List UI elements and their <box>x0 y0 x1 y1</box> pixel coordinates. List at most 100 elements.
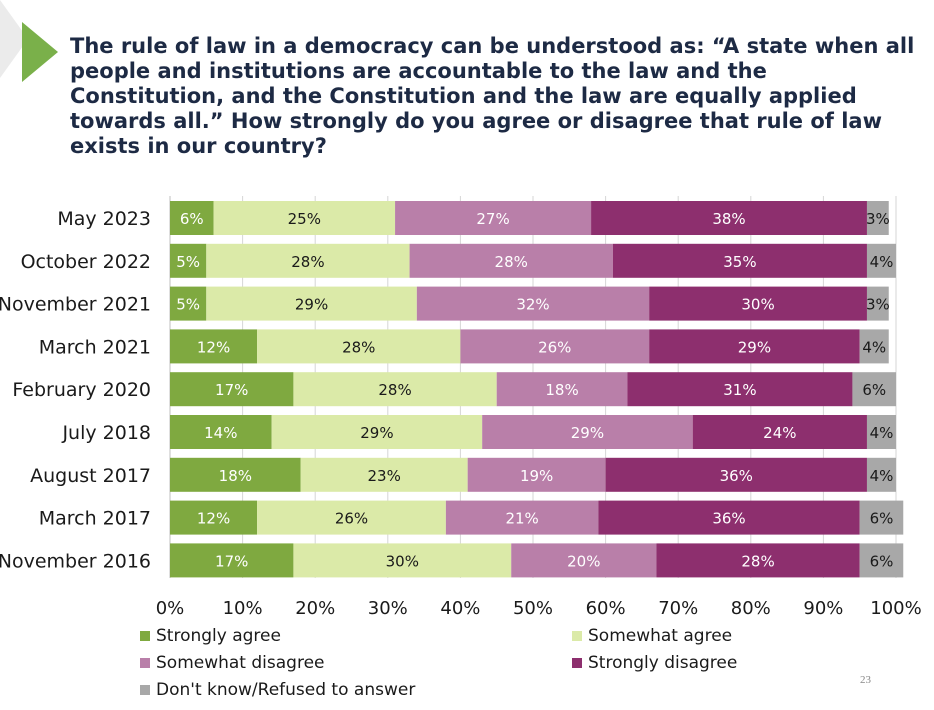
data-label: 17% <box>215 552 248 570</box>
bar-segment <box>409 243 613 278</box>
category-label: November 2016 <box>0 550 151 572</box>
bar-segment <box>170 329 258 364</box>
bar-segment <box>170 543 294 578</box>
category-label: February 2020 <box>12 379 151 401</box>
bar-segment <box>170 243 207 278</box>
data-label: 29% <box>571 424 604 442</box>
bar-segment <box>511 543 657 578</box>
data-label: 36% <box>712 510 745 528</box>
x-tick-label: 0% <box>156 598 185 619</box>
data-label: 25% <box>288 210 321 228</box>
bar-segment <box>482 415 693 449</box>
bar-segment <box>170 457 301 492</box>
category-label: July 2018 <box>61 422 151 444</box>
data-label: 21% <box>505 510 538 528</box>
x-tick-label: 90% <box>803 598 843 619</box>
bar-segment <box>416 286 650 321</box>
data-label: 6% <box>180 210 204 228</box>
bar-segment <box>649 286 867 321</box>
bar-segment <box>866 457 896 492</box>
data-label: 23% <box>367 467 400 485</box>
data-label: 3% <box>866 296 890 314</box>
data-label: 30% <box>741 296 774 314</box>
bar-segment <box>859 543 904 578</box>
legend-swatch <box>572 631 582 641</box>
decorative-gray-triangle <box>0 0 28 78</box>
data-label: 27% <box>476 210 509 228</box>
bar-segment <box>271 415 483 449</box>
bar-segment <box>170 286 207 321</box>
bar-segment <box>257 500 446 535</box>
bar-segment <box>866 243 896 278</box>
data-label: 4% <box>870 253 894 271</box>
data-label: 28% <box>342 338 375 356</box>
data-label: 19% <box>520 467 553 485</box>
data-label: 4% <box>870 424 894 442</box>
decorative-green-triangle <box>22 22 58 82</box>
data-label: 26% <box>335 510 368 528</box>
category-label: March 2017 <box>39 508 151 530</box>
data-label: 6% <box>862 381 886 399</box>
category-label: May 2023 <box>57 208 151 230</box>
legend-label: Somewhat disagree <box>156 653 325 673</box>
x-tick-label: 10% <box>223 598 263 619</box>
data-label: 12% <box>197 338 230 356</box>
data-label: 30% <box>386 552 419 570</box>
data-label: 29% <box>738 338 771 356</box>
bar-segment <box>206 243 410 278</box>
legend-item: Somewhat disagree <box>140 653 325 673</box>
data-label: 14% <box>204 424 237 442</box>
stacked-bar-chart: 0% 10% 20% 30% 40% 50% 60% 70% 80% 90% 100% May 202… <box>0 196 922 619</box>
legend-swatch <box>572 658 582 668</box>
bar-segment <box>866 286 889 321</box>
x-tick-label: 80% <box>731 598 771 619</box>
data-label: 26% <box>538 338 571 356</box>
data-label: 28% <box>741 552 774 570</box>
data-label: 29% <box>295 296 328 314</box>
legend-swatch <box>140 685 150 695</box>
legend-swatch <box>140 658 150 668</box>
bar-segment <box>656 543 860 578</box>
category-label: August 2017 <box>30 465 151 487</box>
bar-segment <box>598 500 860 535</box>
bar-segment <box>612 243 867 278</box>
chart-title: The rule of law in a democracy can be un… <box>70 34 915 158</box>
legend-label: Somewhat agree <box>588 626 733 646</box>
bar-segment <box>170 201 214 235</box>
data-label: 4% <box>870 467 894 485</box>
data-label: 28% <box>291 253 324 271</box>
bar-segment <box>692 415 867 449</box>
legend-item: Don't know/Refused to answer <box>140 680 415 700</box>
data-label: 6% <box>870 552 894 570</box>
data-label: 35% <box>723 253 756 271</box>
data-label: 20% <box>567 552 600 570</box>
bar-segment <box>496 372 628 407</box>
x-tick-label: 30% <box>368 598 408 619</box>
bar-segment <box>293 372 497 407</box>
decorative-header-triangles <box>0 0 58 82</box>
bar-segment <box>206 286 417 321</box>
x-tick-label: 70% <box>658 598 698 619</box>
chart-legend: Strongly agree Somewhat agree Somewhat dis… <box>140 626 900 706</box>
bar-segment <box>445 500 599 535</box>
bar-segment <box>591 201 867 235</box>
data-label: 12% <box>197 510 230 528</box>
data-label: 18% <box>545 381 578 399</box>
bar-segment <box>866 201 889 235</box>
bar-segment <box>170 415 272 449</box>
bar-segment <box>866 415 896 449</box>
bar-segment <box>293 543 512 578</box>
legend-item: Strongly disagree <box>572 653 737 673</box>
bar-segment <box>605 457 867 492</box>
x-tick-label: 100% <box>870 598 921 619</box>
bar-segment <box>460 329 650 364</box>
bar-segment <box>300 457 468 492</box>
category-label: October 2022 <box>21 251 151 273</box>
bar-segment <box>627 372 853 407</box>
bar-segment <box>649 329 860 364</box>
bar-segment <box>859 329 889 364</box>
x-tick-label: 50% <box>513 598 553 619</box>
data-label: 32% <box>516 296 549 314</box>
bar-segment <box>395 201 592 235</box>
legend-item: Strongly agree <box>140 626 281 646</box>
